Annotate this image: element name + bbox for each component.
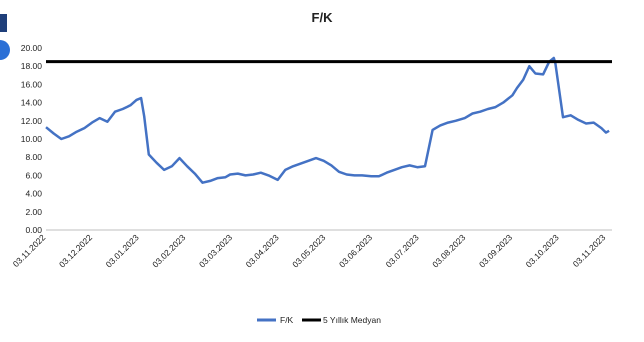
x-tick-label: 03.04.2023 <box>244 232 281 269</box>
y-tick-label: 10.00 <box>21 134 43 144</box>
y-axis: 0.00 2.00 4.00 6.00 8.00 10.00 12.00 14.00 16.00… <box>21 43 43 235</box>
strip-block-dark <box>0 14 7 32</box>
x-tick-label: 03.01.2023 <box>104 232 141 269</box>
y-tick-label: 14.00 <box>21 98 43 108</box>
x-tick-label: 03.11.2022 <box>11 232 48 269</box>
x-tick-label: 03.11.2023 <box>571 232 608 269</box>
y-tick-label: 2.00 <box>25 207 42 217</box>
x-tick-label: 03.08.2023 <box>430 232 467 269</box>
x-axis: 03.11.2022 03.12.2022 03.01.2023 03.02.2023… <box>11 229 612 269</box>
x-tick-label: 03.07.2023 <box>384 232 421 269</box>
legend-label-median: 5 Yıllık Medyan <box>323 315 381 325</box>
x-tick-label: 03.03.2023 <box>197 232 234 269</box>
y-tick-label: 0.00 <box>25 225 42 235</box>
x-tick-label: 03.05.2023 <box>290 232 327 269</box>
strip-block-blue <box>0 40 10 60</box>
y-tick-label: 4.00 <box>25 189 42 199</box>
y-tick-label: 20.00 <box>21 43 43 53</box>
x-tick-label: 03.02.2023 <box>150 232 187 269</box>
y-tick-label: 6.00 <box>25 170 42 180</box>
y-tick-label: 16.00 <box>21 79 43 89</box>
x-tick-label: 03.09.2023 <box>477 232 514 269</box>
x-tick-label: 03.06.2023 <box>337 232 374 269</box>
y-tick-label: 12.00 <box>21 116 43 126</box>
chart-title: F/K <box>312 10 334 25</box>
legend-label-fk: F/K <box>280 315 294 325</box>
fk-series-line <box>45 56 610 184</box>
plot-area <box>45 56 612 184</box>
y-tick-label: 18.00 <box>21 61 43 71</box>
y-tick-label: 8.00 <box>25 152 42 162</box>
x-tick-label: 03.10.2023 <box>524 232 561 269</box>
left-edge-fragment <box>0 0 16 342</box>
x-tick-label: 03.12.2022 <box>57 232 94 269</box>
legend: F/K 5 Yıllık Medyan <box>257 315 381 325</box>
